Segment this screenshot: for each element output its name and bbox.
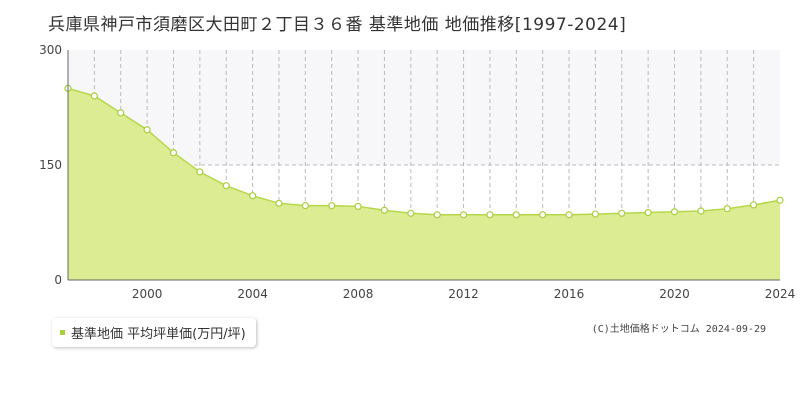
y-tick-label: 150: [39, 158, 62, 172]
data-point: [354, 202, 362, 210]
data-point: [591, 210, 600, 218]
series-line: [67, 87, 781, 216]
data-point: [459, 211, 468, 219]
data-point: [143, 126, 151, 134]
data-point: [301, 202, 309, 210]
upper-band-rect: [68, 50, 780, 165]
axes: [67, 50, 780, 281]
y-tick-label: 300: [39, 43, 62, 57]
data-point: [776, 196, 784, 204]
credit-text: (C)土地価格ドットコム 2024-09-29: [591, 324, 766, 335]
data-point: [433, 211, 441, 219]
data-point: [565, 211, 573, 219]
data-point: [539, 211, 547, 219]
legend: 基準地価 平均坪単価(万円/坪): [52, 318, 256, 347]
data-point: [90, 92, 98, 100]
area-series: [67, 87, 781, 280]
x-tick-label: 2012: [448, 287, 479, 301]
data-point: [117, 109, 125, 117]
data-point: [328, 202, 336, 210]
chart-title: 兵庫県神戸市須磨区大田町２丁目３６番 基準地価 地価推移[1997-2024]: [48, 15, 627, 35]
data-point: [644, 208, 652, 217]
x-tick-labels: 2000 2004 2008 2012 2016 2020 2024: [132, 287, 795, 301]
x-tick-label: 2004: [237, 287, 268, 301]
y-tick-labels: 0 150 300: [39, 43, 62, 287]
x-tick-label: 2008: [343, 287, 374, 301]
x-tick-label: 2024: [765, 287, 796, 301]
data-point: [618, 209, 626, 217]
x-tick-label: 2000: [132, 287, 163, 301]
x-tick-label: 2020: [659, 287, 690, 301]
data-points: [64, 84, 784, 219]
data-point: [723, 205, 731, 213]
data-point: [275, 199, 283, 207]
x-tick-label: 2016: [554, 287, 585, 301]
data-point: [486, 211, 494, 219]
data-point: [196, 168, 204, 176]
data-point: [750, 201, 758, 209]
upper-band: [68, 50, 780, 165]
data-point: [670, 208, 679, 216]
data-point: [512, 211, 520, 219]
y-tick-label: 0: [54, 273, 62, 287]
data-point: [697, 207, 705, 215]
legend-swatch: [60, 330, 65, 335]
data-point: [169, 149, 178, 157]
legend-label: 基準地価 平均坪単価(万円/坪): [71, 327, 246, 342]
data-point: [407, 209, 415, 217]
data-point: [380, 206, 389, 214]
data-point: [248, 192, 257, 200]
area-fill: [68, 88, 780, 280]
data-point: [222, 182, 230, 190]
